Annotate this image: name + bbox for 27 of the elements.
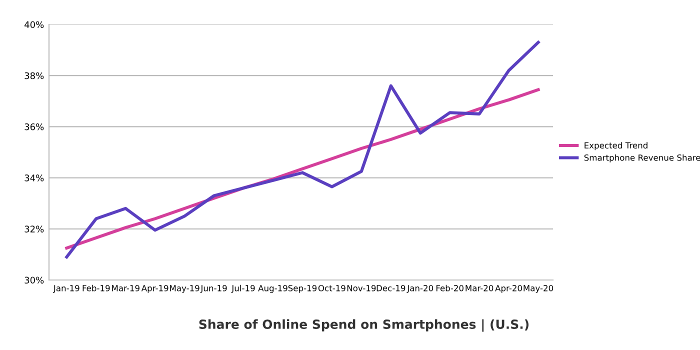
x-tick-label: Jan-20: [406, 285, 434, 293]
x-tick-label: Feb-19: [82, 284, 110, 292]
x-tick-label: Jun-19: [200, 285, 227, 293]
text: Share of Online Spend on Smartphones | (U.S.): [199, 319, 529, 332]
legend-label: Smartphone Revenue Share: [584, 154, 700, 162]
x-tick-label: Oct-19: [318, 285, 346, 292]
x-tick-label: Sep-19: [288, 285, 317, 293]
x-tick-label: Mar-19: [112, 285, 140, 292]
y-tick-label: 36%: [24, 123, 44, 130]
legend-label: Expected Trend: [584, 142, 648, 150]
line-series: [65, 40, 540, 259]
y-tick-label: 40%: [24, 21, 44, 28]
y-tick-label: 38%: [24, 72, 44, 80]
x-tick-label: Apr-19: [141, 285, 168, 293]
y-tick-label: 30%: [24, 276, 44, 284]
y-tick-label: 34%: [24, 174, 44, 182]
x-tick-label: Nov-19: [347, 285, 376, 292]
x-tick-label: May-20: [524, 285, 554, 293]
x-tick-label: Aug-19: [258, 285, 288, 293]
x-tick-label: Apr-20: [495, 285, 522, 293]
x-tick-label: Jan-19: [53, 285, 80, 293]
x-tick-label: Mar-20: [466, 285, 494, 292]
y-tick-label: 32%: [24, 226, 44, 232]
x-tick-label: Dec-19: [376, 285, 406, 292]
x-tick-label: Jul-19: [231, 284, 255, 293]
x-tick-label: May-19: [170, 285, 200, 293]
x-tick-label: Feb-20: [436, 284, 464, 292]
